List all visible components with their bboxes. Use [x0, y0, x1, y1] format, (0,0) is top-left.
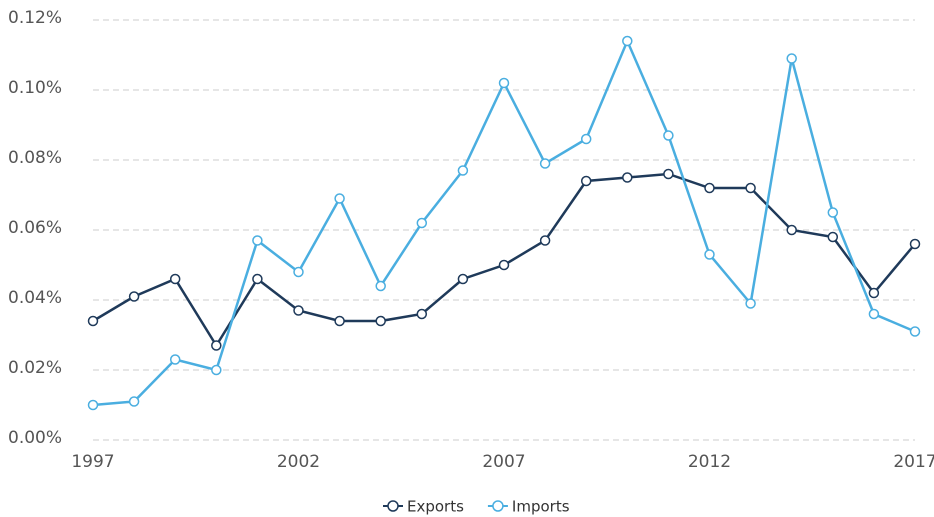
point: [745, 298, 756, 309]
legend-item: Imports: [487, 498, 570, 516]
point: [539, 158, 551, 169]
point: [211, 340, 222, 351]
point: [252, 235, 263, 246]
y-tick-label: 0.08%: [8, 148, 62, 168]
point: [416, 308, 428, 320]
y-tick-label: 0.10%: [8, 78, 62, 98]
point: [868, 308, 880, 320]
y-tick-label: 0.04%: [8, 288, 62, 308]
point: [252, 273, 263, 285]
point: [580, 133, 592, 145]
point: [87, 399, 99, 411]
y-tick-label: 0.12%: [8, 8, 62, 28]
point: [457, 165, 469, 176]
point: [128, 291, 140, 302]
point: [375, 315, 386, 327]
point: [375, 280, 386, 292]
legend-marker: [492, 500, 504, 512]
point: [786, 53, 797, 64]
point: [663, 168, 674, 180]
point: [827, 207, 839, 218]
point: [498, 259, 510, 271]
legend-label: Exports: [407, 498, 464, 516]
legend: Exports Imports: [383, 498, 570, 516]
x-tick-label: 2007: [482, 452, 525, 472]
point: [580, 175, 592, 187]
point: [169, 273, 181, 285]
x-tick-label: 2002: [277, 452, 320, 472]
point: [909, 238, 921, 250]
point: [539, 235, 551, 246]
point: [457, 273, 469, 285]
point: [128, 396, 140, 407]
y-tick-label: 0.06%: [8, 218, 62, 238]
legend-item: Exports: [383, 498, 464, 516]
point: [498, 77, 510, 89]
point: [293, 266, 304, 278]
point: [704, 182, 715, 194]
x-tick-label: 2017: [893, 452, 934, 472]
point: [169, 354, 181, 365]
point: [786, 224, 797, 236]
y-tick-label: 0.00%: [8, 428, 62, 448]
point: [416, 217, 428, 229]
x-tick-label: 2012: [688, 452, 731, 472]
point: [909, 326, 921, 337]
point: [663, 130, 674, 141]
point: [704, 249, 715, 260]
x-tick-label: 1997: [71, 452, 114, 472]
y-tick-label: 0.02%: [8, 358, 62, 378]
legend-label: Imports: [512, 498, 570, 516]
point: [334, 193, 345, 204]
point: [868, 287, 880, 299]
point: [745, 182, 756, 194]
point: [334, 315, 345, 327]
point: [211, 364, 222, 376]
point: [622, 35, 633, 47]
point: [622, 172, 633, 183]
point: [293, 305, 304, 316]
point: [87, 315, 99, 327]
point: [827, 231, 839, 243]
legend-marker: [387, 500, 399, 512]
